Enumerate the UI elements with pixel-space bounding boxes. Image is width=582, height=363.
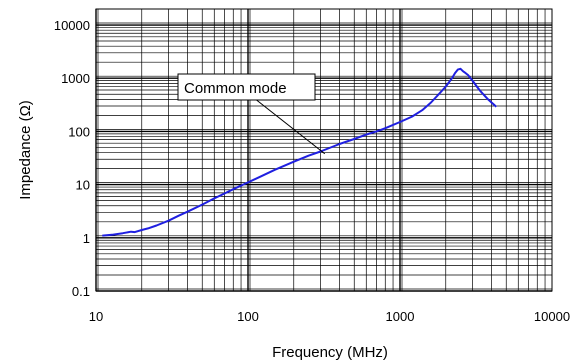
- y-tick-label: 0.1: [72, 284, 90, 299]
- annotation-box: [177, 73, 316, 101]
- x-axis-label: Frequency (MHz): [272, 344, 388, 361]
- annotation-leader-line: [256, 99, 326, 155]
- x-tick-label: 100: [237, 309, 259, 324]
- grid-minor: [96, 8, 552, 291]
- annotation-label: Common mode: [184, 80, 287, 97]
- x-tick-label: 10000: [534, 309, 570, 324]
- y-tick-label: 1000: [61, 71, 90, 86]
- y-axis-label: Impedance (Ω): [17, 100, 34, 200]
- y-tick-label: 100: [68, 124, 90, 139]
- series-layer: [102, 67, 497, 237]
- y-tick-label: 10000: [54, 18, 90, 33]
- y-tick-labels: 0.1 1 10 100 1000 10000: [54, 18, 90, 299]
- x-tick-label: 1000: [386, 309, 415, 324]
- plot-frame: [95, 8, 553, 292]
- x-tick-label: 10: [89, 309, 103, 324]
- series-line-common-mode: [102, 67, 497, 237]
- y-tick-label: 1: [83, 231, 90, 246]
- annotation-layer: Common mode: [177, 73, 326, 155]
- y-tick-label: 10: [76, 178, 90, 193]
- x-tick-labels: 10 100 1000 10000: [89, 309, 570, 324]
